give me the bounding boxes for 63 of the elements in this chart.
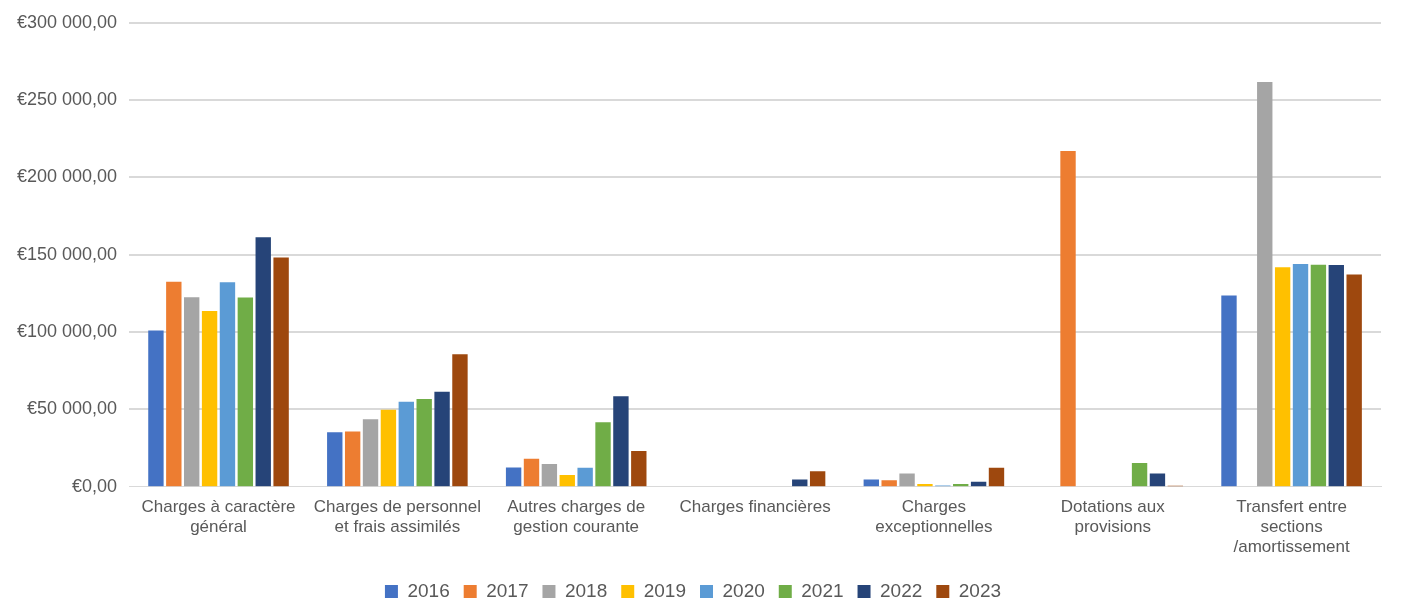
y-tick-label: €50 000,00	[27, 398, 118, 419]
bar	[988, 467, 1005, 487]
bar	[184, 297, 200, 487]
bar	[416, 398, 432, 487]
bar	[523, 458, 540, 487]
bar	[219, 282, 236, 487]
bar	[631, 450, 647, 487]
bar	[255, 237, 271, 487]
x-tick-label: Charges de personnel et frais assimilés	[313, 496, 481, 537]
bar	[398, 401, 414, 487]
bar	[327, 432, 343, 487]
bar	[577, 467, 593, 487]
bar	[148, 330, 164, 487]
x-tick-label: Transfert entre sections /amortissement	[1233, 496, 1350, 557]
y-tick-label: €300 000,00	[16, 11, 118, 32]
bar	[452, 354, 468, 487]
bar	[1346, 274, 1362, 487]
bar	[917, 484, 933, 487]
bar	[541, 463, 558, 487]
bar	[613, 396, 629, 487]
x-tick-label: Autres charges de gestion courante	[507, 496, 646, 537]
bar	[1221, 295, 1237, 487]
bar	[881, 480, 897, 487]
legend-label: 2016	[407, 579, 450, 601]
legend-label: 2019	[643, 579, 687, 601]
x-tick-label: Dotations aux provisions	[1060, 496, 1166, 537]
bar	[1257, 81, 1273, 487]
y-tick-label: €200 000,00	[16, 166, 118, 187]
bar	[434, 391, 450, 487]
y-tick-label: €100 000,00	[16, 321, 118, 342]
x-tick-label: Charges à caractère général	[141, 496, 296, 537]
y-tick-label: €150 000,00	[16, 243, 118, 264]
bar	[237, 297, 254, 487]
y-tick-label: €0,00	[72, 475, 118, 496]
bar	[1328, 265, 1344, 487]
bar	[899, 473, 915, 487]
x-tick-label: Charges financières	[679, 496, 831, 516]
bar	[505, 467, 522, 487]
bar	[166, 281, 182, 487]
y-tick-label: €250 000,00	[16, 89, 118, 110]
bar	[380, 409, 397, 487]
bar	[344, 431, 361, 487]
bar	[1310, 264, 1327, 487]
bar	[809, 471, 826, 487]
bar	[1292, 263, 1309, 487]
legend-label: 2023	[958, 579, 1002, 601]
legend-label: 2018	[564, 579, 608, 601]
legend-label: 2022	[880, 579, 923, 601]
legend-label: 2020	[722, 579, 765, 601]
bar	[1274, 267, 1291, 487]
bar	[1131, 462, 1148, 487]
legend-label: 2021	[801, 579, 844, 601]
legend-label: 2017	[486, 579, 529, 601]
bar	[362, 419, 379, 487]
bar	[1060, 151, 1076, 487]
bar	[201, 311, 218, 487]
bar	[863, 479, 879, 487]
bar	[559, 474, 575, 487]
bar	[792, 479, 808, 487]
bar	[1149, 473, 1166, 487]
bar	[273, 257, 289, 487]
x-tick-label: Charges exceptionnelles	[875, 496, 993, 537]
bar	[595, 422, 611, 487]
